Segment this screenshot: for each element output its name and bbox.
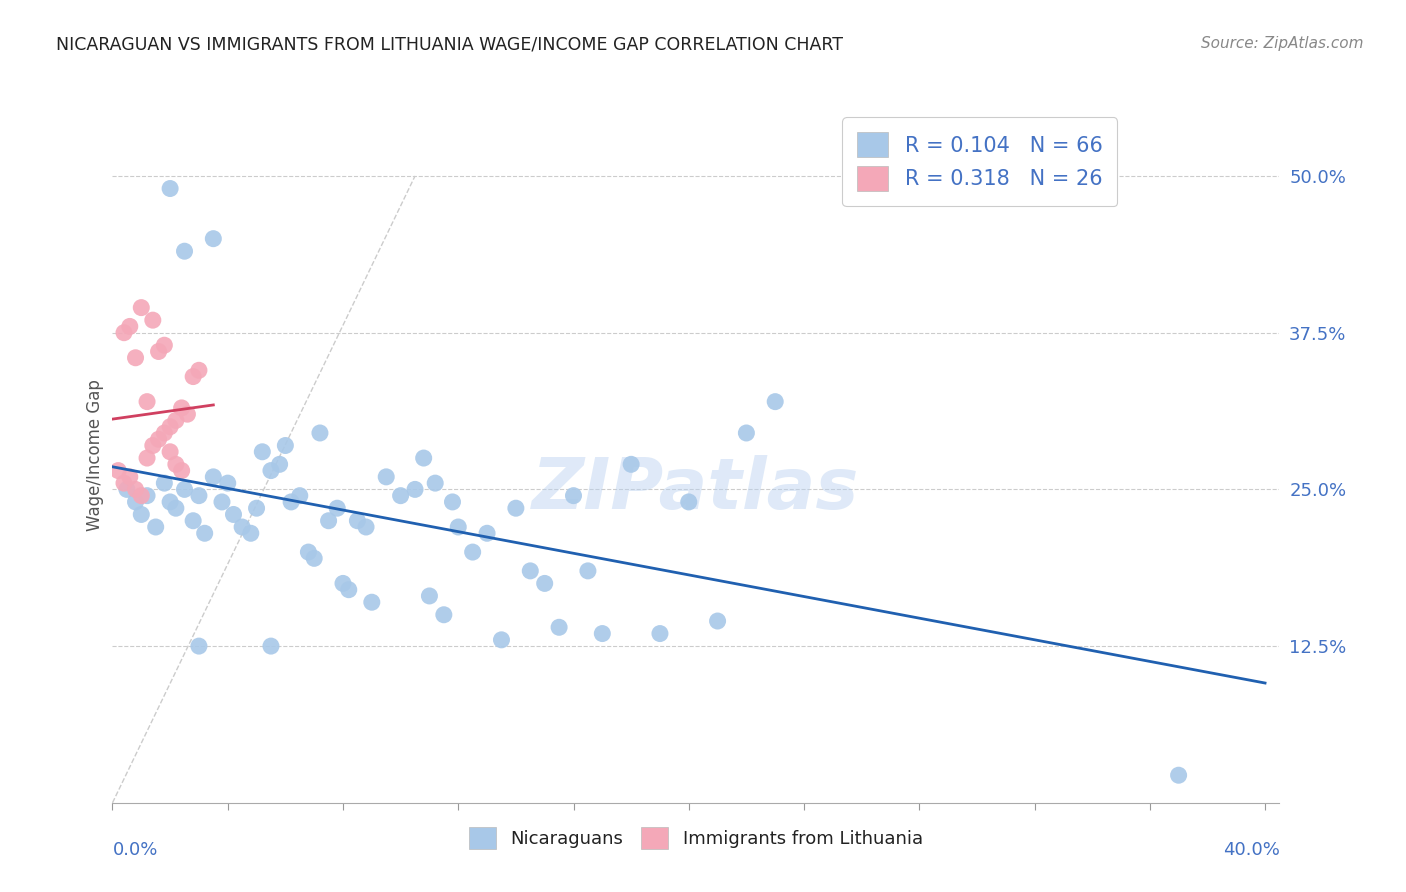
Point <box>461 545 484 559</box>
Text: 0.0%: 0.0% <box>112 841 157 859</box>
Point <box>124 483 146 497</box>
Point <box>159 495 181 509</box>
Point <box>354 520 377 534</box>
Point <box>159 181 181 195</box>
Point <box>425 476 447 491</box>
Point <box>231 520 253 534</box>
Point <box>173 244 195 259</box>
Point <box>118 319 141 334</box>
Point <box>591 626 613 640</box>
Point <box>404 483 426 497</box>
Point <box>148 344 170 359</box>
Point <box>475 526 498 541</box>
Point <box>187 489 209 503</box>
Point <box>142 438 165 452</box>
Point <box>533 576 555 591</box>
Point <box>176 407 198 421</box>
Point <box>252 444 274 458</box>
Point <box>302 551 325 566</box>
Point <box>505 501 527 516</box>
Point <box>153 338 176 352</box>
Point <box>112 326 135 340</box>
Point <box>124 495 146 509</box>
Point <box>326 501 349 516</box>
Point <box>159 419 181 434</box>
Point <box>129 301 152 315</box>
Point <box>260 639 283 653</box>
Point <box>148 432 170 446</box>
Point <box>136 451 159 466</box>
Text: ZIPatlas: ZIPatlas <box>533 455 859 524</box>
Point <box>136 489 159 503</box>
Point <box>648 626 671 640</box>
Point <box>181 514 204 528</box>
Point <box>360 595 382 609</box>
Text: 40.0%: 40.0% <box>1223 841 1279 859</box>
Point <box>107 464 129 478</box>
Point <box>118 470 141 484</box>
Point <box>280 495 302 509</box>
Text: NICARAGUAN VS IMMIGRANTS FROM LITHUANIA WAGE/INCOME GAP CORRELATION CHART: NICARAGUAN VS IMMIGRANTS FROM LITHUANIA … <box>56 36 844 54</box>
Point <box>239 526 262 541</box>
Point <box>187 639 209 653</box>
Legend: Nicaraguans, Immigrants from Lithuania: Nicaraguans, Immigrants from Lithuania <box>461 820 931 856</box>
Point <box>441 495 464 509</box>
Point <box>136 394 159 409</box>
Point <box>217 476 239 491</box>
Point <box>274 438 297 452</box>
Point <box>375 470 398 484</box>
Point <box>389 489 412 503</box>
Point <box>418 589 440 603</box>
Point <box>288 489 311 503</box>
Point <box>145 520 167 534</box>
Point <box>129 508 152 522</box>
Point <box>187 363 209 377</box>
Point <box>170 464 193 478</box>
Point <box>194 526 217 541</box>
Point <box>337 582 360 597</box>
Point <box>170 401 193 415</box>
Text: Source: ZipAtlas.com: Source: ZipAtlas.com <box>1201 36 1364 51</box>
Point <box>115 483 138 497</box>
Point <box>735 425 758 440</box>
Point <box>165 413 187 427</box>
Point <box>297 545 319 559</box>
Point <box>124 351 146 365</box>
Point <box>309 425 332 440</box>
Point <box>159 444 181 458</box>
Point <box>491 632 513 647</box>
Point <box>412 451 434 466</box>
Point <box>153 476 176 491</box>
Point <box>202 232 225 246</box>
Point <box>447 520 470 534</box>
Point <box>620 458 643 472</box>
Point <box>318 514 340 528</box>
Point <box>678 495 700 509</box>
Point <box>548 620 571 634</box>
Point <box>332 576 354 591</box>
Y-axis label: Wage/Income Gap: Wage/Income Gap <box>86 379 104 531</box>
Point <box>245 501 267 516</box>
Point <box>173 483 195 497</box>
Point <box>129 489 152 503</box>
Point <box>112 476 135 491</box>
Point <box>269 458 291 472</box>
Point <box>211 495 233 509</box>
Point <box>202 470 225 484</box>
Point <box>1167 768 1189 782</box>
Point <box>165 458 187 472</box>
Point <box>222 508 245 522</box>
Point <box>260 464 283 478</box>
Point <box>346 514 368 528</box>
Point <box>562 489 585 503</box>
Point <box>519 564 541 578</box>
Point <box>433 607 456 622</box>
Point <box>576 564 599 578</box>
Point <box>763 394 786 409</box>
Point <box>142 313 165 327</box>
Point <box>153 425 176 440</box>
Point <box>706 614 728 628</box>
Point <box>181 369 204 384</box>
Point <box>165 501 187 516</box>
